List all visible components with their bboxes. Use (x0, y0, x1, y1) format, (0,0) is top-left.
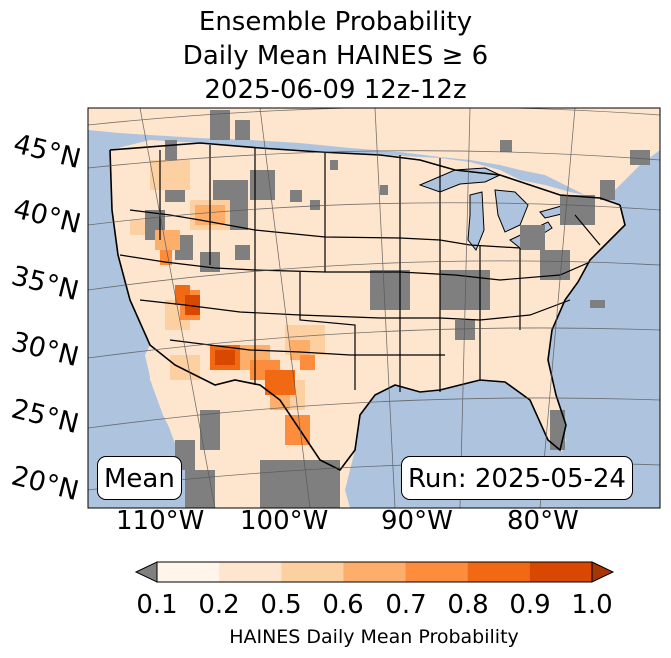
colorbar-tick-0.2: 0.2 (198, 590, 240, 620)
lon-label-80: 80°W (507, 506, 579, 536)
colorbar-tick-0.8: 0.8 (447, 590, 489, 620)
colorbar-tick-0.6: 0.6 (322, 590, 364, 620)
colorbar-tick-0.5: 0.5 (260, 590, 302, 620)
colorbar-cell (157, 562, 220, 582)
mean-label-box: Mean (97, 456, 182, 500)
colorbar-over-arrow (591, 561, 615, 583)
colorbar-label: HAINES Daily Mean Probability (229, 626, 519, 648)
us-coastline (109, 149, 626, 472)
colorbar-cell (343, 562, 407, 582)
colorbar-under-arrow (134, 561, 158, 583)
colorbar-tick-0.7: 0.7 (385, 590, 427, 620)
lon-label-100: 100°W (240, 506, 329, 536)
probability-0.9 (185, 295, 235, 365)
title-line-2: Daily Mean HAINES ≥ 6 (182, 41, 489, 71)
lon-label-110: 110°W (116, 506, 205, 536)
colorbar-tick-0.9: 0.9 (509, 590, 551, 620)
run-date-box: Run: 2025-05-24 (401, 456, 633, 500)
colorbar-cell (529, 562, 593, 582)
canada-border (109, 142, 621, 206)
colorbar-cell (467, 562, 531, 582)
state-boundaries (119, 145, 601, 392)
title-line-1: Ensemble Probability (198, 7, 473, 37)
colorbar-tick-1.0: 1.0 (571, 590, 613, 620)
land-baja (145, 345, 185, 445)
title-line-3: 2025-06-09 12z-12z (204, 75, 467, 105)
colorbar-cell (281, 562, 344, 582)
colorbar-tick-0.1: 0.1 (136, 590, 178, 620)
lake-michigan (467, 191, 485, 251)
colorbar-cell (219, 562, 282, 582)
land-canada (88, 108, 660, 200)
colorbar-cell (405, 562, 469, 582)
lon-label-90: 90°W (381, 506, 453, 536)
colorbar-outline (156, 561, 593, 583)
